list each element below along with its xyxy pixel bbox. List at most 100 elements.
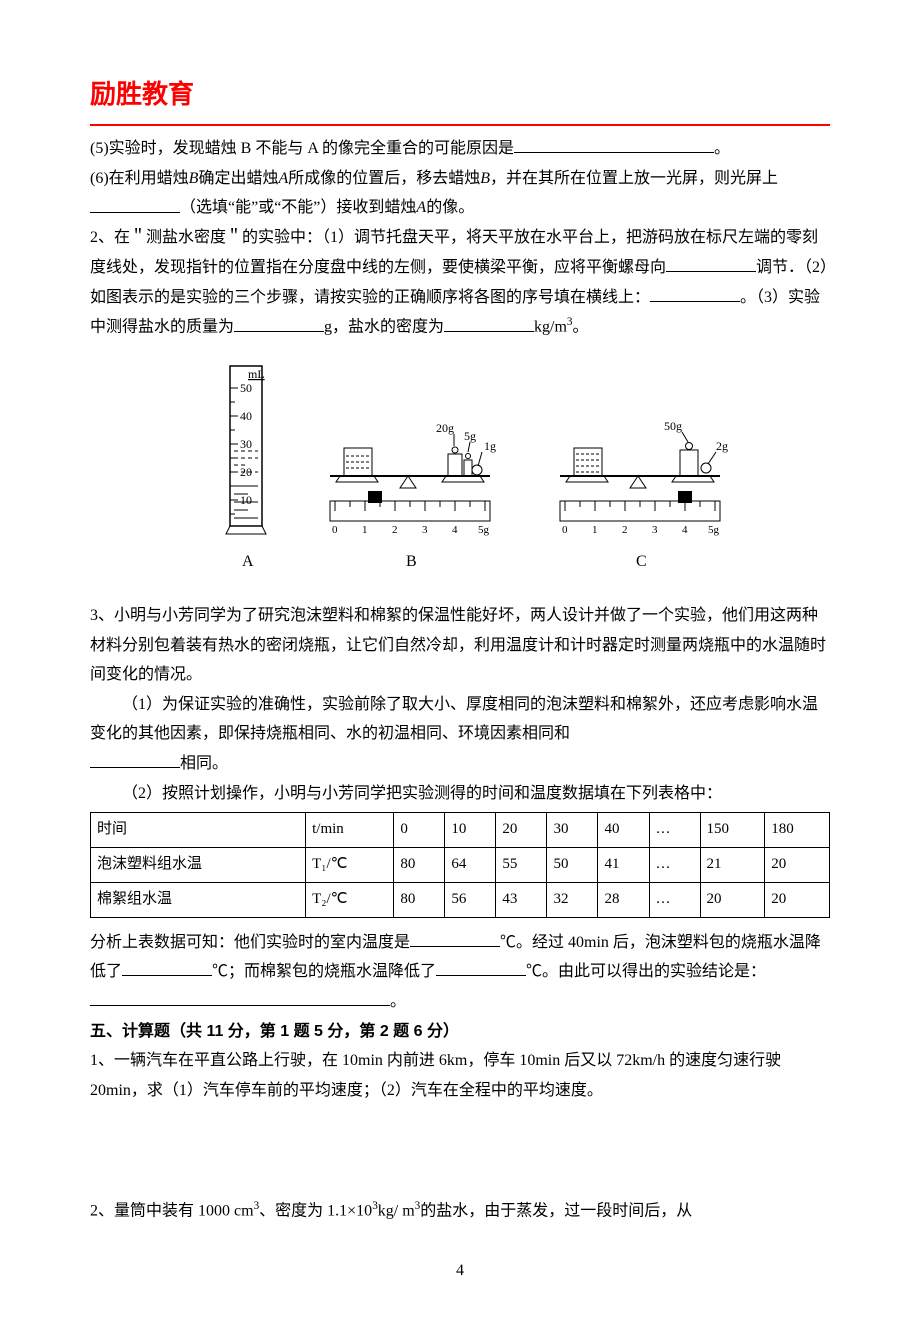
q1-candle-b: B <box>189 170 199 187</box>
q2-blank1 <box>666 253 756 272</box>
balance-c: 50g 2g 0 1 2 3 4 <box>560 419 728 570</box>
q2-f: 。 <box>573 319 589 336</box>
r2c1: T₂/℃ <box>306 882 394 917</box>
svg-text:3: 3 <box>422 524 428 536</box>
q2-blank3 <box>234 313 324 332</box>
svg-text:4: 4 <box>452 524 458 536</box>
svg-text:2g: 2g <box>716 439 728 453</box>
q1-p5-text: (5)实验时，发现蜡烛 B 不能与 A 的像完全重合的可能原因是 <box>90 140 514 157</box>
svg-text:20: 20 <box>240 465 252 479</box>
svg-text:2: 2 <box>622 524 628 536</box>
r2c6: 28 <box>598 882 649 917</box>
q3-ana-blank2 <box>122 957 212 976</box>
th-c6: 150 <box>700 813 765 848</box>
svg-text:mL: mL <box>248 367 265 381</box>
balance-b: 20g 5g 1g 0 1 2 <box>330 421 496 570</box>
r2c0: 棉絮组水温 <box>91 882 306 917</box>
th-c0: 0 <box>394 813 445 848</box>
svg-text:1: 1 <box>362 524 368 536</box>
th-unit: t/min <box>306 813 394 848</box>
q1-p6a: (6)在利用蜡烛 <box>90 170 189 187</box>
svg-text:50: 50 <box>240 381 252 395</box>
svg-text:4: 4 <box>682 524 688 536</box>
r1c3: 64 <box>445 848 496 883</box>
table-row: 时间 t/min 0 10 20 30 40 … 150 180 <box>91 813 830 848</box>
q1-p6e: （选填“能”或“不能”）接收到蜡烛 <box>180 200 416 217</box>
r1c8: 21 <box>700 848 765 883</box>
s5q2c: kg/ m <box>378 1202 415 1219</box>
q3-p2: （2）按照计划操作，小明与小芳同学把实验测得的时间和温度数据填在下列表格中： <box>90 779 830 809</box>
th-c7: 180 <box>765 813 830 848</box>
q2-blank4 <box>444 313 534 332</box>
svg-text:3: 3 <box>652 524 658 536</box>
q1-candle-a2: A <box>416 200 426 217</box>
r2c3: 56 <box>445 882 496 917</box>
r1c6: 41 <box>598 848 649 883</box>
r1c1: T₁/℃ <box>306 848 394 883</box>
q2-blank2 <box>650 283 740 302</box>
cylinder-a: mL 50 40 30 20 10 A <box>226 366 266 570</box>
q3-ana-e: 。 <box>390 993 406 1010</box>
svg-text:0: 0 <box>332 524 338 536</box>
s5q2a: 2、量筒中装有 1000 cm <box>90 1202 254 1219</box>
q3-intro: 3、小明与小芳同学为了研究泡沫塑料和棉絮的保温性能好坏，两人设计并做了一个实验，… <box>90 601 830 690</box>
r1c0: 泡沫塑料组水温 <box>91 848 306 883</box>
th-c1: 10 <box>445 813 496 848</box>
q3-p1a: （1）为保证实验的准确性，实验前除了取大小、厚度相同的泡沫塑料和棉絮外，还应考虑… <box>90 696 818 743</box>
q1-candle-a: A <box>278 170 288 187</box>
th-c4: 40 <box>598 813 649 848</box>
svg-text:10: 10 <box>240 493 252 507</box>
r2c7: … <box>649 882 700 917</box>
s5q2b: 、密度为 1.1×10 <box>259 1202 372 1219</box>
th-c2: 20 <box>496 813 547 848</box>
r1c7: … <box>649 848 700 883</box>
s5q2d: 的盐水，由于蒸发，过一段时间后，从 <box>420 1202 692 1219</box>
th-c5: … <box>649 813 700 848</box>
q2-text: 2、在＂测盐水密度＂的实验中：（1）调节托盘天平，将天平放在水平台上，把游码放在… <box>90 223 830 342</box>
q1-p6f: 的像。 <box>426 200 474 217</box>
q2-e: kg/m <box>534 319 567 336</box>
svg-text:C: C <box>636 553 647 570</box>
r1c5: 50 <box>547 848 598 883</box>
q1-candle-b2: B <box>480 170 490 187</box>
svg-text:50g: 50g <box>664 419 682 433</box>
q1-p6b: 确定出蜡烛 <box>198 170 278 187</box>
header-divider <box>90 124 830 126</box>
q3-p1b: 相同。 <box>180 755 228 772</box>
q1-part5: (5)实验时，发现蜡烛 B 不能与 A 的像完全重合的可能原因是 。 <box>90 134 830 164</box>
r1c9: 20 <box>765 848 830 883</box>
q3-ana-a: 分析上表数据可知：他们实验时的室内温度是 <box>90 934 410 951</box>
svg-text:1g: 1g <box>484 439 496 453</box>
q1-p6-blank <box>90 193 180 212</box>
svg-text:40: 40 <box>240 409 252 423</box>
r2c5: 32 <box>547 882 598 917</box>
q2-d: g，盐水的密度为 <box>324 319 444 336</box>
r2c2: 80 <box>394 882 445 917</box>
q2-figure: mL 50 40 30 20 10 A <box>90 356 830 587</box>
q3-p1-blank <box>90 749 180 768</box>
th-time: 时间 <box>91 813 306 848</box>
q3-p1-cont: 相同。 <box>90 749 830 779</box>
svg-text:2: 2 <box>392 524 398 536</box>
svg-text:20g: 20g <box>436 421 454 435</box>
r1c4: 55 <box>496 848 547 883</box>
q3-ana-d: ℃。由此可以得出的实验结论是： <box>526 963 766 980</box>
svg-text:A: A <box>242 553 254 570</box>
q3-ana-c: ℃；而棉絮包的烧瓶水温降低了 <box>212 963 436 980</box>
svg-text:0: 0 <box>562 524 568 536</box>
q1-p5-end: 。 <box>714 140 730 157</box>
q1-p5-blank <box>514 134 714 153</box>
sec5-q1: 1、一辆汽车在平直公路上行驶，在 10min 内前进 6km，停车 10min … <box>90 1046 830 1105</box>
th-c3: 30 <box>547 813 598 848</box>
q3-ana-blank4 <box>90 987 390 1006</box>
r2c4: 43 <box>496 882 547 917</box>
svg-text:5g: 5g <box>464 429 476 443</box>
q3-analysis: 分析上表数据可知：他们实验时的室内温度是℃。经过 40min 后，泡沫塑料包的烧… <box>90 928 830 1017</box>
q3-ana-blank3 <box>436 957 526 976</box>
svg-text:5g: 5g <box>708 524 720 536</box>
r2c8: 20 <box>700 882 765 917</box>
table-row: 泡沫塑料组水温 T₁/℃ 80 64 55 50 41 … 21 20 <box>91 848 830 883</box>
page-number: 4 <box>90 1256 830 1286</box>
sec5-q2: 2、量筒中装有 1000 cm3、密度为 1.1×103kg/ m3的盐水，由于… <box>90 1196 830 1226</box>
work-space <box>90 1106 830 1196</box>
